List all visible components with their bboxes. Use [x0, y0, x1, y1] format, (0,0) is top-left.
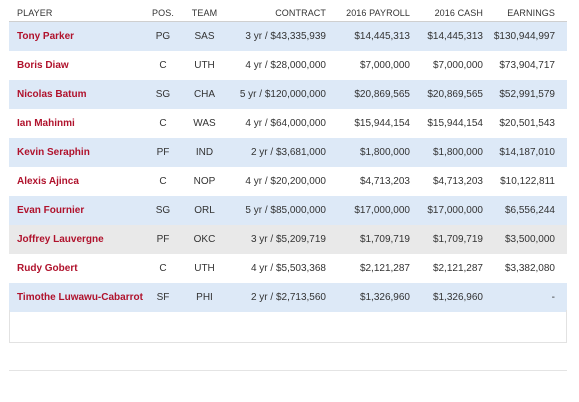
table-row[interactable]: Alexis Ajinca C NOP 4 yr / $20,200,000 $4,71…	[9, 167, 567, 196]
player-position: PF	[156, 234, 170, 245]
player-position: C	[159, 176, 167, 187]
player-name[interactable]: Kevin Seraphin	[17, 147, 90, 158]
player-contract: 5 yr / $120,000,000	[239, 89, 326, 100]
player-payroll: $7,000,000	[359, 60, 410, 71]
player-earnings: $3,382,080	[504, 263, 555, 274]
player-team: IND	[195, 147, 214, 158]
player-contract: 4 yr / $5,503,368	[250, 263, 326, 274]
player-earnings: $52,991,579	[499, 89, 555, 100]
player-earnings: $73,904,717	[499, 60, 555, 71]
player-contract: 2 yr / $2,713,560	[250, 292, 326, 303]
player-name[interactable]: Evan Fournier	[17, 205, 85, 216]
player-cash: $7,000,000	[432, 60, 483, 71]
player-team: UTH	[194, 263, 215, 274]
player-contract: 2 yr / $3,681,000	[250, 147, 326, 158]
player-cash: $20,869,565	[427, 89, 483, 100]
player-payroll: $1,326,960	[359, 292, 410, 303]
player-earnings: $130,944,997	[493, 31, 555, 42]
player-cash: $15,944,154	[427, 118, 483, 129]
player-payroll: $15,944,154	[354, 118, 410, 129]
divider	[9, 370, 567, 371]
player-position: SF	[156, 292, 170, 303]
player-earnings: $14,187,010	[499, 147, 555, 158]
table-footer-area	[9, 310, 567, 343]
player-earnings: $10,122,811	[500, 176, 555, 187]
player-team: UTH	[194, 60, 215, 71]
player-name[interactable]: Joffrey Lauvergne	[17, 234, 104, 245]
player-team: PHI	[196, 292, 213, 303]
player-position: C	[159, 60, 167, 71]
player-team: WAS	[193, 118, 216, 129]
header-pos[interactable]: POS.	[152, 8, 174, 18]
player-cash: $1,709,719	[432, 234, 483, 245]
player-position: C	[159, 263, 167, 274]
player-contract: 4 yr / $20,200,000	[245, 176, 326, 187]
player-earnings: -	[551, 292, 555, 303]
table-row[interactable]: Ian Mahinmi C WAS 4 yr / $64,000,000 $15,944…	[9, 109, 567, 138]
player-payroll: $2,121,287	[359, 263, 410, 274]
player-contract: 5 yr / $85,000,000	[245, 205, 326, 216]
player-contract: 3 yr / $43,335,939	[245, 31, 326, 42]
table-body: Tony Parker PG SAS 3 yr / $43,335,939 $14,44…	[9, 22, 567, 312]
player-contract: 4 yr / $64,000,000	[245, 118, 326, 129]
table-row[interactable]: Nicolas Batum SG CHA 5 yr / $120,000,000 $20…	[9, 80, 567, 109]
player-team: ORL	[194, 205, 215, 216]
player-contract: 4 yr / $28,000,000	[245, 60, 326, 71]
table-row[interactable]: Boris Diaw C UTH 4 yr / $28,000,000 $7,000,0…	[9, 51, 567, 80]
player-cash: $1,326,960	[432, 292, 483, 303]
player-earnings: $6,556,244	[504, 205, 555, 216]
table-row[interactable]: Tony Parker PG SAS 3 yr / $43,335,939 $14,44…	[9, 22, 567, 51]
table-header: PLAYER POS. TEAM CONTRACT 2016 PAYROLL 2…	[9, 5, 567, 22]
player-payroll: $1,800,000	[359, 147, 410, 158]
player-position: SG	[155, 89, 171, 100]
player-cash: $14,445,313	[427, 31, 483, 42]
player-payroll: $14,445,313	[354, 31, 410, 42]
player-name[interactable]: Nicolas Batum	[17, 89, 87, 100]
player-cash: $2,121,287	[432, 263, 483, 274]
player-name[interactable]: Boris Diaw	[17, 60, 69, 71]
header-team[interactable]: TEAM	[191, 8, 218, 18]
table-row[interactable]: Timothe Luwawu-Cabarrot SF PHI 2 yr / $2,71…	[9, 283, 567, 312]
player-team: NOP	[193, 176, 216, 187]
player-position: PG	[155, 31, 171, 42]
player-payroll: $4,713,203	[359, 176, 410, 187]
player-team: OKC	[193, 234, 216, 245]
player-position: SG	[155, 205, 171, 216]
player-earnings: $3,500,000	[504, 234, 555, 245]
player-name[interactable]: Ian Mahinmi	[17, 118, 75, 129]
player-payroll: $1,709,719	[359, 234, 410, 245]
header-earnings[interactable]: EARNINGS	[507, 8, 555, 18]
player-team: CHA	[193, 89, 216, 100]
player-position: C	[159, 118, 167, 129]
player-name[interactable]: Rudy Gobert	[17, 263, 78, 274]
header-cash[interactable]: 2016 CASH	[434, 8, 483, 18]
player-cash: $1,800,000	[432, 147, 483, 158]
player-team: SAS	[194, 31, 215, 42]
player-payroll: $20,869,565	[354, 89, 410, 100]
player-cash: $4,713,203	[432, 176, 483, 187]
header-payroll[interactable]: 2016 PAYROLL	[346, 8, 410, 18]
player-earnings: $20,501,543	[499, 118, 555, 129]
player-position: PF	[156, 147, 170, 158]
player-name[interactable]: Alexis Ajinca	[17, 176, 79, 187]
table-row[interactable]: Evan Fournier SG ORL 5 yr / $85,000,000 $17,…	[9, 196, 567, 225]
player-name[interactable]: Timothe Luwawu-Cabarrot	[17, 292, 143, 303]
player-cash: $17,000,000	[427, 205, 483, 216]
salary-table: PLAYER POS. TEAM CONTRACT 2016 PAYROLL 2…	[9, 5, 567, 312]
player-name[interactable]: Tony Parker	[17, 31, 75, 42]
player-payroll: $17,000,000	[354, 205, 410, 216]
table-row[interactable]: Kevin Seraphin PF IND 2 yr / $3,681,000 $1,8…	[9, 138, 567, 167]
player-contract: 3 yr / $5,209,719	[250, 234, 326, 245]
table-row[interactable]: Joffrey Lauvergne PF OKC 3 yr / $5,209,719 $…	[9, 225, 567, 254]
header-player[interactable]: PLAYER	[17, 8, 53, 18]
table-row[interactable]: Rudy Gobert C UTH 4 yr / $5,503,368 $2,121,2…	[9, 254, 567, 283]
header-contract[interactable]: CONTRACT	[275, 8, 326, 18]
